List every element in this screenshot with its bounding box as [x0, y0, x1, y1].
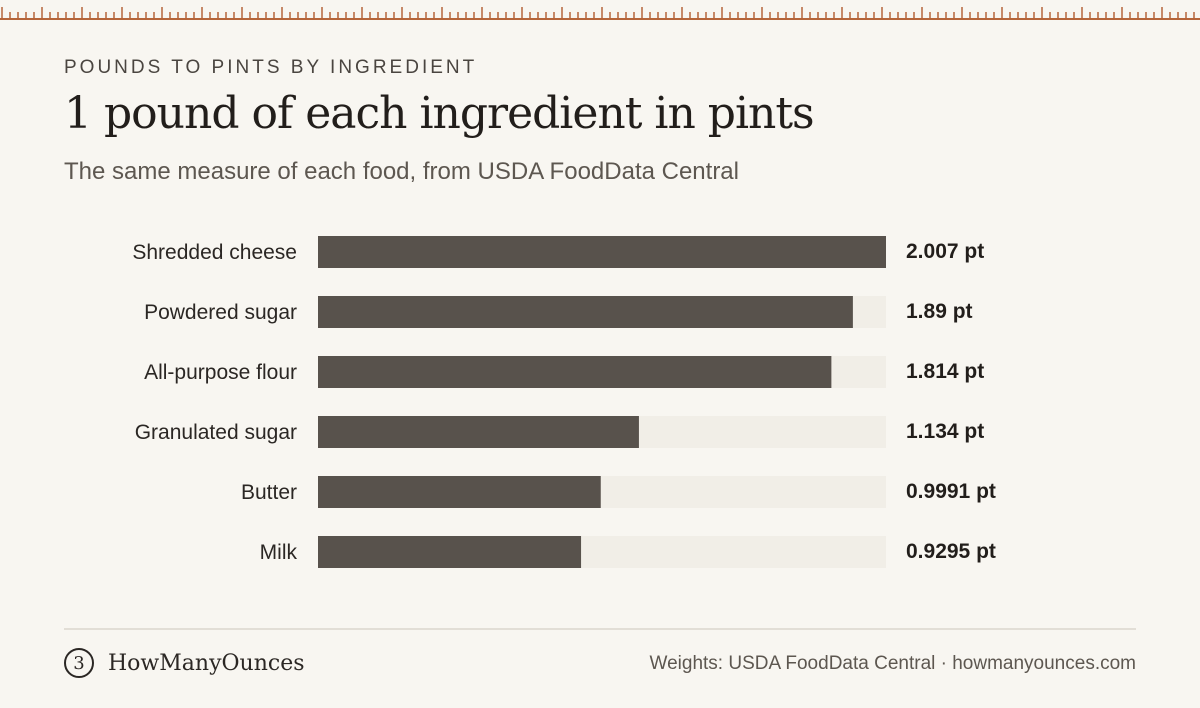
bar — [318, 476, 601, 508]
brand-name: HowManyOunces — [108, 650, 305, 676]
source-note: Weights: USDA FoodData Central · howmany… — [649, 653, 1136, 674]
bar — [318, 536, 582, 568]
value-label: 1.134 pt — [906, 420, 984, 443]
value-label: 1.89 pt — [906, 300, 973, 323]
category-label: Butter — [241, 481, 297, 504]
value-label: 1.814 pt — [906, 360, 984, 383]
category-label: Granulated sugar — [135, 421, 297, 444]
chart-title: 1 pound of each ingredient in pints — [64, 88, 815, 139]
bar-chart: Shredded cheese 2.007 pt Powdered sugar 1.8… — [132, 236, 996, 568]
value-label: 0.9295 pt — [906, 540, 996, 563]
ruler-border — [0, 7, 1200, 20]
chart-eyebrow: POUNDS TO PINTS BY INGREDIENT — [64, 57, 478, 78]
bar — [318, 416, 639, 448]
category-label: Shredded cheese — [132, 241, 297, 264]
bar — [318, 236, 886, 268]
footer-divider — [64, 628, 1136, 630]
brand-logo: 3 HowManyOunces — [64, 648, 305, 678]
category-label: All-purpose flour — [144, 361, 297, 384]
category-label: Milk — [260, 541, 298, 564]
value-label: 2.007 pt — [906, 240, 984, 263]
bar — [318, 296, 853, 328]
bar — [318, 356, 832, 388]
logo-mark-icon: 3 — [64, 648, 94, 678]
value-label: 0.9991 pt — [906, 480, 996, 503]
category-label: Powdered sugar — [144, 301, 297, 324]
chart-subtitle: The same measure of each food, from USDA… — [64, 158, 739, 185]
